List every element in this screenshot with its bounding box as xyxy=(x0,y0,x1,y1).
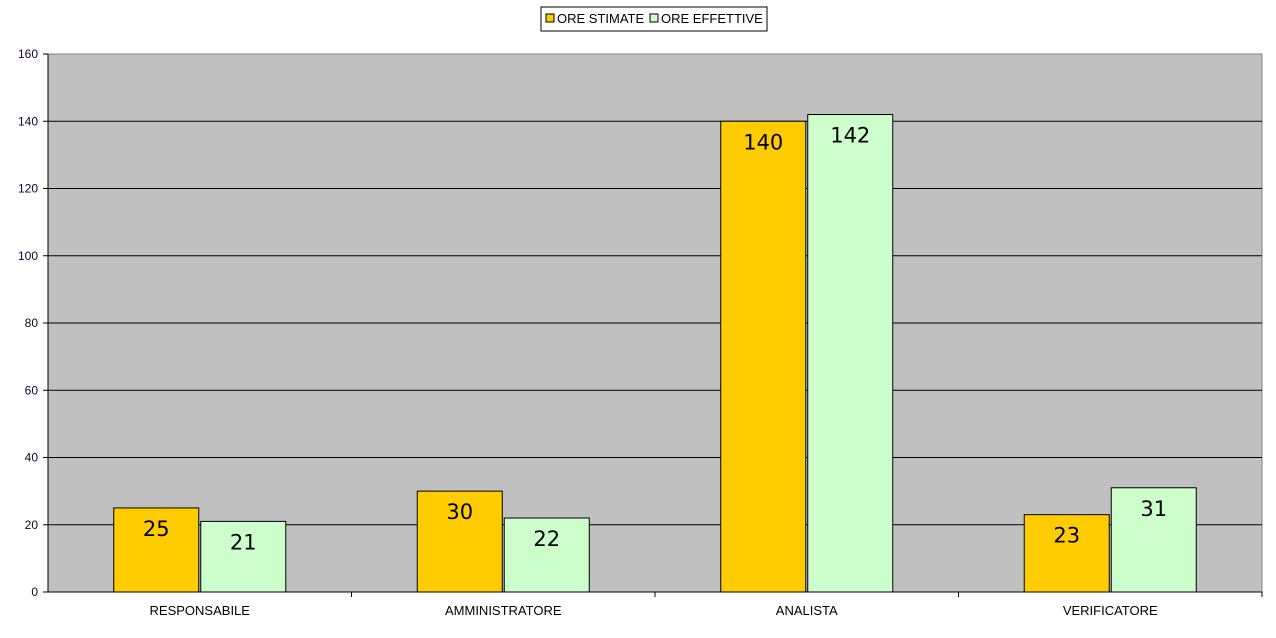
data-label: 140 xyxy=(743,130,783,154)
y-tick-label: 100 xyxy=(18,249,38,263)
bar xyxy=(1110,487,1197,593)
y-tick-label: 140 xyxy=(18,114,38,128)
x-tick-label: ANALISTA xyxy=(776,603,838,618)
y-tick-label: 20 xyxy=(25,518,39,532)
legend-swatch-ore-stimate xyxy=(545,13,555,23)
y-tick-label: 0 xyxy=(31,585,38,599)
y-tick-label: 60 xyxy=(25,383,39,397)
x-tick-label: VERIFICATORE xyxy=(1063,603,1158,618)
y-axis-ticks: 0 20 40 60 80 100 120 140 160 xyxy=(18,47,48,599)
data-label: 21 xyxy=(230,530,257,554)
bar xyxy=(503,517,590,593)
legend-swatch-ore-effettive xyxy=(649,13,659,23)
bar xyxy=(807,114,894,593)
y-tick-label: 120 xyxy=(18,182,38,196)
legend: ORE STIMATE ORE EFFETTIVE xyxy=(540,6,768,32)
data-label: 142 xyxy=(830,124,870,148)
bar xyxy=(416,490,503,593)
data-label: 23 xyxy=(1053,524,1080,548)
bars: 25 21 30 22 140 142 23 31 xyxy=(113,114,1197,593)
data-label: 31 xyxy=(1140,497,1167,521)
y-tick-label: 40 xyxy=(25,451,39,465)
y-tick-label: 160 xyxy=(18,47,38,61)
data-label: 22 xyxy=(533,527,560,551)
x-tick-label: RESPONSABILE xyxy=(150,603,251,618)
x-axis-ticks: RESPONSABILE AMMINISTRATORE ANALISTA VERIFI… xyxy=(150,592,1263,618)
data-label: 30 xyxy=(446,500,473,524)
x-tick-label: AMMINISTRATORE xyxy=(445,603,562,618)
bar xyxy=(1023,514,1110,593)
data-label: 25 xyxy=(143,517,170,541)
legend-label-ore-stimate: ORE STIMATE xyxy=(557,11,644,26)
y-tick-label: 80 xyxy=(25,316,39,330)
bar xyxy=(720,120,807,593)
bar xyxy=(200,520,287,593)
legend-label-ore-effettive: ORE EFFETTIVE xyxy=(661,11,763,26)
